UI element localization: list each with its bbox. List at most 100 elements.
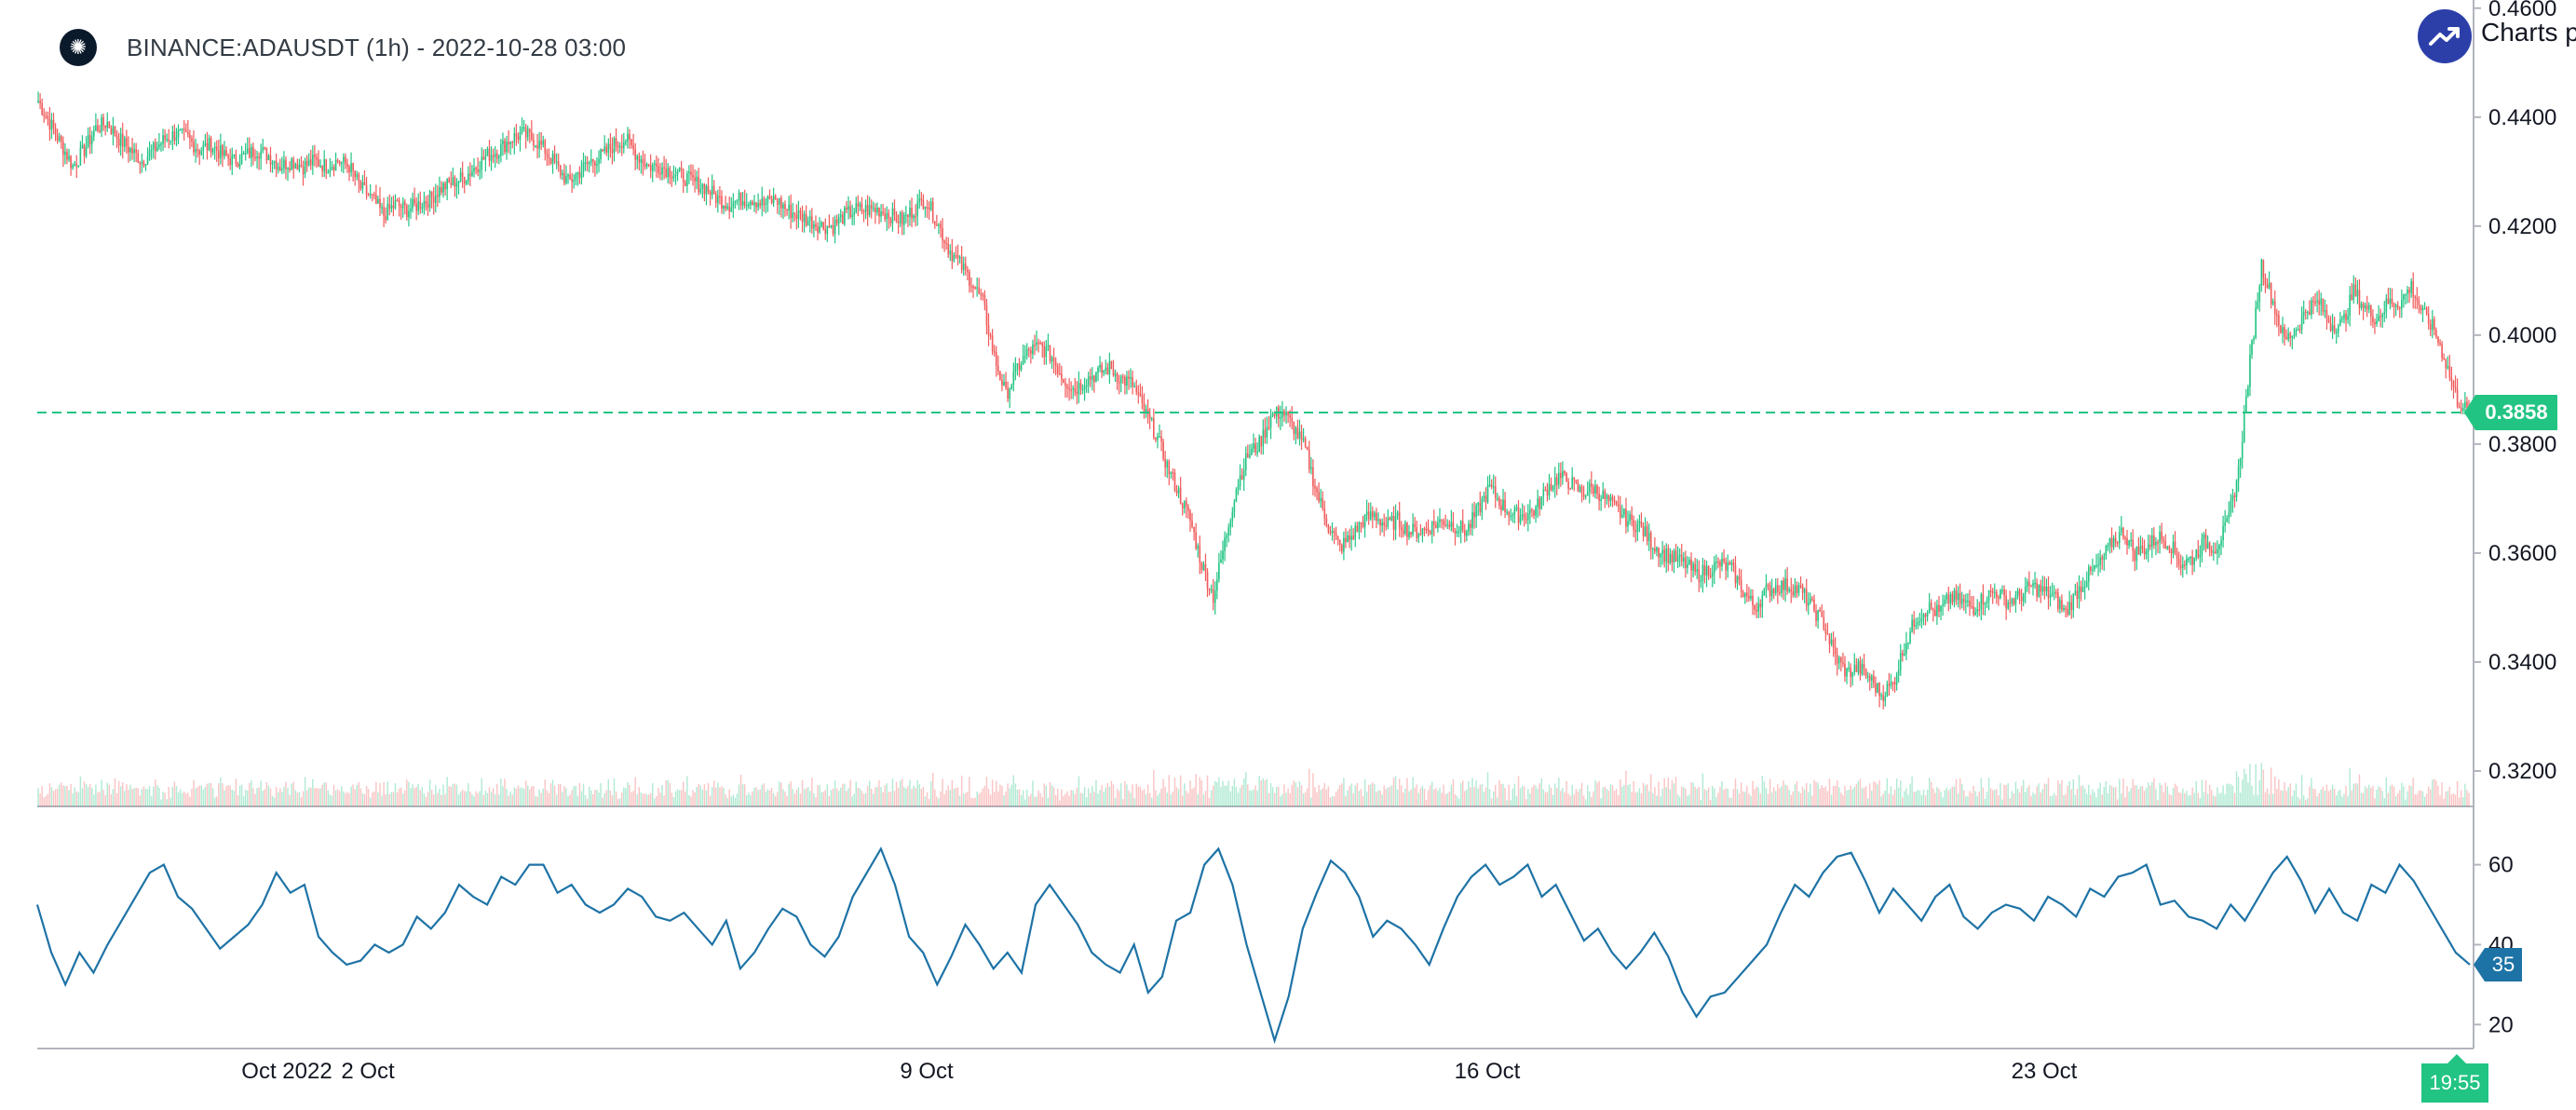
volume-bar: [187, 792, 189, 806]
volume-bar: [1636, 792, 1639, 806]
volume-bar: [2381, 791, 2383, 806]
candle-body: [1781, 580, 1783, 593]
volume-bar: [540, 792, 542, 806]
candle-body: [672, 175, 675, 179]
volume-bar: [2014, 781, 2017, 806]
candle-body: [1421, 528, 1424, 535]
volume-bar: [1468, 780, 1470, 806]
volume-bar: [1466, 789, 1468, 806]
candle-body: [1917, 622, 1919, 626]
candle-body: [1905, 643, 1907, 654]
candle-body: [419, 201, 422, 210]
volume-bar: [365, 786, 368, 806]
volume-bar: [746, 794, 748, 806]
candle-body: [2072, 593, 2075, 611]
candle-body: [2164, 541, 2167, 548]
volume-bar: [50, 787, 53, 806]
volume-bar: [862, 793, 865, 806]
chart-title: BINANCE:ADAUSDT (1h) - 2022-10-28 03:00: [127, 33, 627, 61]
volume-bar: [356, 784, 358, 806]
volume-bar: [1372, 782, 1374, 806]
candle-body: [195, 149, 197, 153]
volume-bar: [682, 781, 685, 806]
candle-body: [553, 154, 556, 162]
volume-bar: [603, 792, 605, 806]
volume-bar: [873, 793, 874, 806]
volume-bar: [2105, 780, 2108, 806]
candle-body: [475, 168, 477, 169]
candle-body: [730, 207, 733, 212]
candle-body: [373, 194, 375, 196]
candle-body: [874, 208, 876, 212]
candle-body: [350, 163, 352, 173]
volume-bar: [85, 783, 88, 806]
candle-body: [617, 145, 619, 148]
candle-body: [68, 156, 70, 160]
candle-body: [1611, 496, 1614, 501]
volume-bar: [1931, 781, 1932, 806]
candle-body: [345, 156, 346, 165]
candle-body: [1253, 443, 1254, 449]
candle-body: [2157, 542, 2159, 544]
candle-body: [1037, 342, 1039, 345]
volume-bar: [2255, 764, 2257, 806]
volume-bar: [1300, 785, 1303, 806]
candle-body: [964, 263, 967, 270]
candle-body: [1376, 512, 1377, 521]
candle-body: [1748, 596, 1750, 599]
volume-bar: [2287, 787, 2289, 806]
volume-bar: [2385, 777, 2388, 806]
volume-bar: [1307, 788, 1308, 806]
volume-bar: [1304, 792, 1307, 806]
volume-bar: [1028, 796, 1030, 806]
candle-body: [1984, 602, 1986, 605]
volume-bar: [2199, 797, 2202, 806]
candle-body: [1448, 524, 1451, 528]
candle-body: [1089, 376, 1091, 380]
volume-bar: [43, 797, 45, 806]
volume-bar: [1510, 800, 1512, 806]
last-price-label: 0.3858: [2464, 394, 2557, 430]
volume-bar: [314, 788, 316, 806]
volume-bar: [1813, 779, 1815, 806]
candle-body: [1947, 594, 1950, 604]
volume-bar: [1926, 790, 1929, 806]
volume-bar: [2141, 786, 2144, 806]
volume-bar: [91, 787, 93, 806]
candle-body: [659, 172, 661, 175]
candle-body: [2204, 534, 2207, 549]
candle-body: [1629, 514, 1631, 521]
volume-bar: [158, 787, 160, 806]
candle-body: [680, 168, 683, 170]
candle-body: [1553, 477, 1556, 487]
volume-bar: [1231, 786, 1234, 806]
volume-bar: [1187, 792, 1189, 806]
volume-bar: [45, 795, 47, 806]
volume-bar: [1769, 778, 1771, 806]
candle-body: [2054, 591, 2057, 594]
volume-bar: [1354, 785, 1356, 806]
volume-bar: [452, 783, 454, 806]
candle-body: [1844, 663, 1846, 677]
volume-bar: [509, 791, 511, 806]
candle-body: [864, 205, 867, 212]
candle-body: [227, 156, 229, 159]
volume-bar: [1479, 784, 1481, 806]
brand-logo[interactable]: Charts p: [2418, 9, 2576, 63]
volume-bar: [88, 783, 91, 806]
candle-body: [600, 149, 602, 159]
candle-body: [1459, 521, 1462, 532]
volume-bar: [1427, 790, 1430, 806]
candle-body: [2391, 298, 2393, 305]
volume-bar: [2220, 792, 2222, 806]
candle-body: [2176, 552, 2178, 560]
candle-body: [1673, 550, 1675, 562]
candle-body: [1671, 553, 1674, 562]
candle-body: [2210, 549, 2213, 553]
candle-body: [271, 162, 274, 165]
volume-bar: [185, 793, 187, 806]
volume-bar: [2176, 786, 2178, 806]
volume-bar: [119, 786, 122, 806]
volume-bar: [252, 788, 254, 806]
